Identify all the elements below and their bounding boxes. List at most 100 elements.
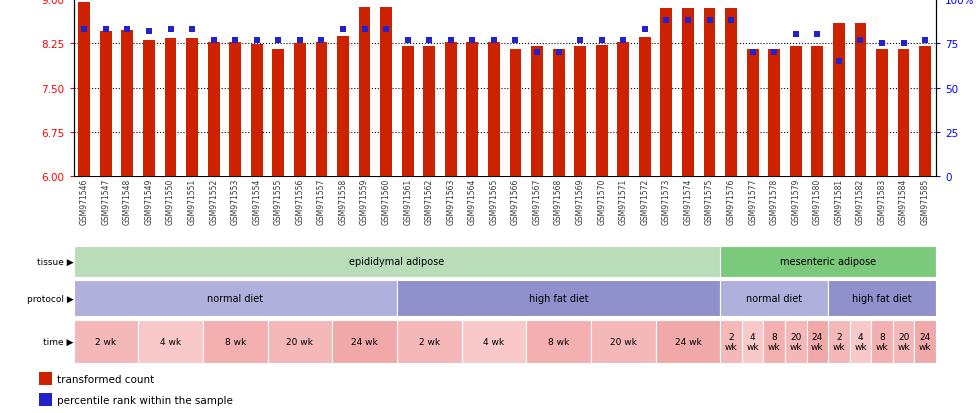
Text: GSM971568: GSM971568 bbox=[554, 178, 563, 224]
Bar bbox=[74, 246, 720, 278]
Text: GSM971580: GSM971580 bbox=[812, 178, 822, 224]
Bar bbox=[828, 280, 936, 316]
Text: GSM971570: GSM971570 bbox=[597, 178, 607, 224]
Text: GSM971554: GSM971554 bbox=[252, 178, 262, 224]
Bar bbox=[423, 47, 435, 177]
Text: GSM971575: GSM971575 bbox=[705, 178, 714, 224]
Text: GSM971559: GSM971559 bbox=[360, 178, 369, 224]
Text: normal diet: normal diet bbox=[207, 293, 264, 304]
Text: GSM971546: GSM971546 bbox=[79, 178, 89, 224]
Bar bbox=[790, 47, 802, 177]
Bar bbox=[811, 47, 823, 177]
Point bbox=[357, 27, 372, 33]
Point bbox=[896, 41, 911, 47]
Text: high fat diet: high fat diet bbox=[529, 293, 588, 304]
Bar bbox=[725, 9, 737, 177]
Bar bbox=[268, 320, 332, 363]
Text: GSM971578: GSM971578 bbox=[769, 178, 779, 224]
Point bbox=[594, 37, 610, 44]
Bar bbox=[574, 47, 586, 177]
Bar bbox=[337, 36, 349, 177]
Bar bbox=[828, 320, 850, 363]
Text: GSM971565: GSM971565 bbox=[489, 178, 499, 224]
Text: GSM971582: GSM971582 bbox=[856, 178, 865, 224]
Bar bbox=[229, 43, 241, 177]
Point bbox=[184, 27, 200, 33]
Bar bbox=[553, 50, 564, 177]
Bar bbox=[138, 320, 203, 363]
Text: GSM971552: GSM971552 bbox=[209, 178, 219, 224]
Text: GSM971560: GSM971560 bbox=[381, 178, 391, 224]
Point bbox=[292, 37, 308, 44]
Bar bbox=[682, 9, 694, 177]
Bar bbox=[871, 320, 893, 363]
Text: normal diet: normal diet bbox=[746, 293, 803, 304]
Point bbox=[831, 59, 847, 65]
Bar bbox=[122, 31, 133, 177]
Bar bbox=[876, 50, 888, 177]
Text: 8
wk: 8 wk bbox=[876, 332, 888, 351]
Text: GSM971579: GSM971579 bbox=[791, 178, 801, 224]
Bar bbox=[747, 50, 759, 177]
Point bbox=[551, 50, 566, 56]
Bar bbox=[100, 32, 112, 177]
Text: 20
wk: 20 wk bbox=[898, 332, 909, 351]
Point bbox=[659, 18, 674, 24]
Text: 24 wk: 24 wk bbox=[351, 337, 378, 346]
Text: GSM971585: GSM971585 bbox=[920, 178, 930, 224]
Text: GSM971557: GSM971557 bbox=[317, 178, 326, 224]
Text: percentile rank within the sample: percentile rank within the sample bbox=[57, 395, 232, 405]
Bar bbox=[531, 47, 543, 177]
Text: GSM971571: GSM971571 bbox=[618, 178, 628, 224]
Bar bbox=[919, 47, 931, 177]
Text: GSM971573: GSM971573 bbox=[662, 178, 671, 224]
Bar bbox=[833, 24, 845, 177]
Text: 24
wk: 24 wk bbox=[919, 332, 931, 351]
Bar bbox=[742, 320, 763, 363]
Text: GSM971556: GSM971556 bbox=[295, 178, 305, 224]
Point bbox=[206, 37, 221, 44]
Bar bbox=[186, 39, 198, 177]
Point bbox=[120, 27, 135, 33]
Bar bbox=[855, 24, 866, 177]
Text: GSM971550: GSM971550 bbox=[166, 178, 175, 224]
Text: 4 wk: 4 wk bbox=[483, 337, 505, 346]
Text: 24
wk: 24 wk bbox=[811, 332, 823, 351]
Point bbox=[637, 27, 653, 33]
Bar bbox=[720, 280, 828, 316]
Point bbox=[572, 37, 588, 44]
Text: 20
wk: 20 wk bbox=[790, 332, 802, 351]
Text: 2
wk: 2 wk bbox=[833, 332, 845, 351]
Text: GSM971561: GSM971561 bbox=[403, 178, 413, 224]
Bar bbox=[39, 372, 52, 385]
Text: GSM971563: GSM971563 bbox=[446, 178, 456, 224]
Text: 20 wk: 20 wk bbox=[286, 337, 314, 346]
Point bbox=[249, 37, 265, 44]
Text: GSM971558: GSM971558 bbox=[338, 178, 348, 224]
Text: 8
wk: 8 wk bbox=[768, 332, 780, 351]
Point bbox=[314, 37, 329, 44]
Text: 2 wk: 2 wk bbox=[418, 337, 440, 346]
Text: 2
wk: 2 wk bbox=[725, 332, 737, 351]
Bar bbox=[272, 50, 284, 177]
Point bbox=[335, 27, 351, 33]
Point bbox=[788, 32, 804, 39]
Point bbox=[270, 37, 286, 44]
Text: GSM971569: GSM971569 bbox=[575, 178, 585, 224]
Point bbox=[76, 27, 92, 33]
Point bbox=[98, 27, 114, 33]
Bar bbox=[316, 43, 327, 177]
Bar bbox=[466, 43, 478, 177]
Bar bbox=[203, 320, 268, 363]
Point bbox=[227, 37, 243, 44]
Text: GSM971566: GSM971566 bbox=[511, 178, 520, 224]
Bar bbox=[656, 320, 720, 363]
Text: GSM971581: GSM971581 bbox=[834, 178, 844, 224]
Point bbox=[745, 50, 760, 56]
Point bbox=[378, 27, 394, 33]
Text: 2 wk: 2 wk bbox=[95, 337, 117, 346]
Bar bbox=[768, 50, 780, 177]
Text: mesenteric adipose: mesenteric adipose bbox=[780, 257, 876, 267]
Bar bbox=[397, 320, 462, 363]
Text: GSM971555: GSM971555 bbox=[273, 178, 283, 224]
